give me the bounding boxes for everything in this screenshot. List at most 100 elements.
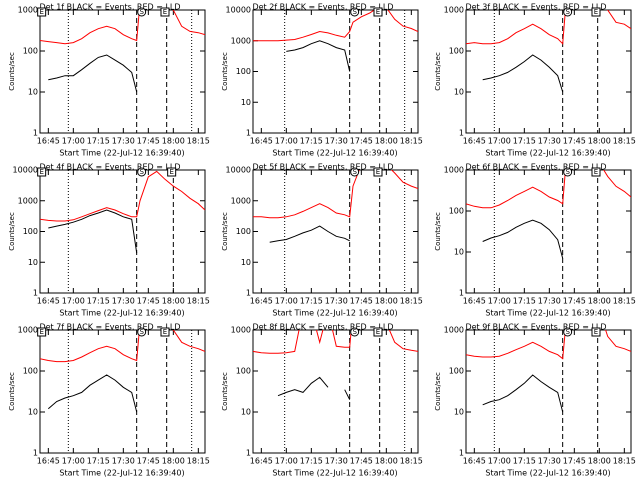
annotation-label: E (39, 328, 43, 336)
annotation-label: S (565, 168, 570, 176)
y-tick-label: 100 (23, 227, 38, 236)
annotation-circle (137, 327, 147, 337)
x-tick-label: 17:15 (300, 137, 323, 146)
y-axis-label: Counts/sec (8, 372, 16, 411)
annotation-box (167, 167, 177, 177)
y-tick-label: 1000 (18, 196, 38, 205)
y-tick-label: 10 (28, 258, 38, 267)
x-tick-label: 16:45 (37, 297, 60, 306)
plot-frame (252, 169, 419, 294)
x-tick-label: 17:15 (87, 297, 110, 306)
plot-area (40, 170, 205, 254)
annotation-label: E (169, 168, 173, 176)
x-tick-label: 16:45 (37, 137, 60, 146)
plot-frame (465, 9, 632, 134)
x-tick-label: 17:30 (538, 457, 561, 466)
annotation-label: E (163, 8, 167, 16)
plot-frame (39, 329, 206, 454)
series-line (466, 170, 631, 209)
y-tick-label: 100 (23, 47, 38, 56)
annotation-box (160, 327, 170, 337)
x-tick-label: 17:45 (137, 137, 160, 146)
x-tick-label: 17:00 (275, 137, 298, 146)
y-tick-label: 1 (246, 289, 251, 298)
x-axis-label: Start Time (22-Jul-12 16:39:40) (485, 469, 610, 478)
annotation-box (37, 167, 47, 177)
annotation-circle (563, 7, 573, 17)
annotation-box (373, 167, 383, 177)
annotation-circle (137, 7, 147, 17)
annotation-label: S (352, 8, 357, 16)
chart-title: Det 3f BLACK = Events, RED = LLD (465, 3, 606, 12)
annotation-circle (563, 167, 573, 177)
x-axis-label: Start Time (22-Jul-12 16:39:40) (272, 469, 397, 478)
annotation-circle (350, 327, 360, 337)
chart-title: Det 4f BLACK = Events, RED = LLD (39, 163, 180, 172)
annotation-label: E (163, 328, 167, 336)
y-tick-label: 100 (449, 47, 464, 56)
annotation-label: S (352, 328, 357, 336)
x-tick-label: 17:45 (563, 457, 586, 466)
series-line (482, 374, 564, 413)
annotation-circle (350, 167, 360, 177)
x-tick-label: 17:15 (300, 457, 323, 466)
panel: Det 3f BLACK = Events, RED = LLD Start Ti… (434, 3, 636, 158)
x-tick-label: 16:45 (463, 137, 486, 146)
x-tick-label: 17:45 (350, 457, 373, 466)
series-line (253, 170, 418, 219)
y-tick-label: 100 (449, 367, 464, 376)
plot-frame (39, 9, 206, 134)
x-tick-label: 17:00 (62, 457, 85, 466)
y-tick-label: 1000 (231, 326, 251, 335)
x-tick-label: 17:15 (300, 297, 323, 306)
y-axis-label: Counts/sec (8, 52, 16, 91)
annotation-label: S (565, 328, 570, 336)
y-tick-label: 100 (236, 367, 251, 376)
y-axis-label: Counts/sec (221, 52, 229, 91)
x-tick-label: 17:45 (350, 297, 373, 306)
panel: Det 8f BLACK = Events, RED = LLD Start Ti… (221, 323, 423, 478)
y-tick-label: 1 (33, 129, 38, 138)
y-axis-label: Counts/sec (221, 212, 229, 251)
panel: Det 5f BLACK = Events, RED = LLD Start Ti… (221, 163, 423, 318)
x-tick-label: 18:00 (375, 297, 398, 306)
series-line (466, 10, 631, 45)
plot-frame (252, 9, 419, 134)
x-tick-label: 18:15 (613, 457, 636, 466)
plot-area (40, 330, 205, 413)
x-tick-label: 18:15 (400, 297, 423, 306)
panel: Det 9f BLACK = Events, RED = LLD Start Ti… (434, 323, 636, 478)
y-tick-label: 10 (28, 408, 38, 417)
series-line (48, 54, 138, 93)
x-axis-label: Start Time (22-Jul-12 16:39:40) (59, 149, 184, 158)
annotation-label: E (594, 168, 598, 176)
x-tick-label: 17:00 (488, 137, 511, 146)
x-axis-label: Start Time (22-Jul-12 16:39:40) (485, 309, 610, 318)
annotation-box (591, 327, 601, 337)
annotation-label: S (139, 8, 144, 16)
plot-area (253, 10, 418, 72)
plot-frame (39, 169, 206, 294)
x-tick-label: 18:00 (588, 297, 611, 306)
series-line (48, 209, 138, 254)
x-tick-label: 17:30 (325, 457, 348, 466)
chart-title: Det 6f BLACK = Events, RED = LLD (465, 163, 606, 172)
x-tick-label: 17:45 (137, 297, 160, 306)
panel: Det 6f BLACK = Events, RED = LLD Start Ti… (434, 163, 636, 318)
y-tick-label: 10 (241, 258, 251, 267)
plot-area (466, 330, 631, 413)
annotation-label: E (594, 8, 598, 16)
y-tick-label: 10 (454, 88, 464, 97)
y-tick-label: 1000 (444, 6, 464, 15)
y-tick-label: 10000 (226, 166, 251, 175)
x-tick-label: 17:45 (563, 137, 586, 146)
x-tick-label: 17:00 (488, 297, 511, 306)
x-tick-label: 18:00 (375, 137, 398, 146)
annotation-circle (137, 167, 147, 177)
annotation-box (373, 7, 383, 17)
x-tick-label: 17:45 (563, 297, 586, 306)
annotation-label: E (376, 328, 380, 336)
series-line (40, 330, 205, 363)
x-tick-label: 17:45 (350, 137, 373, 146)
annotation-label: S (352, 168, 357, 176)
